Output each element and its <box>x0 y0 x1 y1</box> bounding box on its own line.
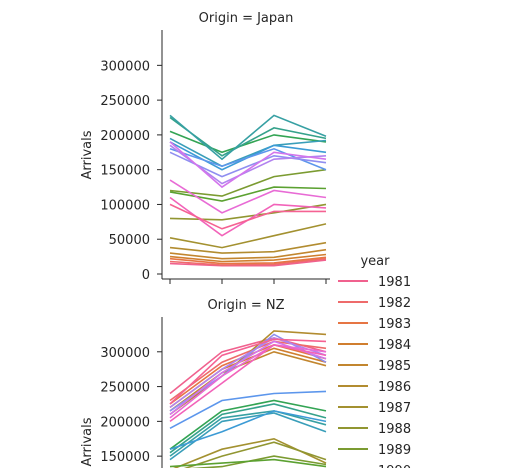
y-ticks-nz: 150000 200000 250000 300000 <box>100 346 162 465</box>
x-ticks-japan <box>169 279 327 284</box>
series-line-nz-s17 <box>169 337 327 409</box>
series-line-japan-1983 <box>169 256 327 265</box>
legend-label: 1986 <box>378 380 411 395</box>
panel-japan: Origin = Japan Arrivals 0 50000 100000 1500… <box>80 11 330 284</box>
series-line-nz-s14 <box>169 410 327 450</box>
legend-label: 1983 <box>378 317 411 332</box>
series-line-japan-1981 <box>169 259 327 267</box>
panel-title-japan: Origin = Japan <box>199 11 294 26</box>
series-lines-japan <box>169 114 327 267</box>
series-line-nz-s19 <box>169 343 327 419</box>
series-line-nz-1986 <box>169 330 327 416</box>
legend-title: year <box>360 254 390 269</box>
series-line-japan-1984 <box>169 253 327 263</box>
series-line-nz-s10 <box>169 399 327 450</box>
series-line-nz-1990 <box>169 458 327 468</box>
y-axis-label-nz: Arrivals <box>80 417 95 466</box>
y-tick-label: 150000 <box>100 164 150 179</box>
y-tick-label: 300000 <box>100 346 150 361</box>
series-line-japan-1982 <box>169 257 327 266</box>
y-tick-label: 200000 <box>100 415 150 430</box>
series-line-japan-s10 <box>169 130 327 154</box>
y-tick-label: 100000 <box>100 198 150 213</box>
series-line-nz-s15 <box>169 390 327 430</box>
y-tick-label: 250000 <box>100 94 150 109</box>
legend-label: 1981 <box>378 275 411 290</box>
series-line-japan-1987 <box>169 223 327 249</box>
series-line-japan-s12 <box>169 114 327 161</box>
series-line-nz-s11 <box>169 403 327 454</box>
legend-label: 1988 <box>378 422 411 437</box>
series-line-japan-1988 <box>169 203 327 221</box>
legend-label: 1985 <box>378 359 411 374</box>
series-line-nz-s21 <box>169 338 327 405</box>
legend-label: 1990 <box>378 464 411 468</box>
series-line-nz-s20 <box>169 343 327 423</box>
y-tick-label: 250000 <box>100 381 150 396</box>
legend-entries: 1981 1982 1983 1984 1985 1986 1987 1988 1989 1990 <box>338 275 411 468</box>
y-tick-label: 200000 <box>100 129 150 144</box>
series-line-japan-1986 <box>169 241 327 254</box>
y-tick-label: 50000 <box>109 233 150 248</box>
legend-label: 1982 <box>378 296 411 311</box>
series-line-japan-1985 <box>169 248 327 260</box>
legend-label: 1989 <box>378 443 411 458</box>
legend-label: 1984 <box>378 338 411 353</box>
panel-nz: Origin = NZ Arrivals 150000 200000 250000 3… <box>80 298 327 468</box>
legend: year 19811982198319841985198619871988198… <box>338 254 411 468</box>
series-line-nz-s12 <box>169 410 327 457</box>
series-line-nz-1982 <box>169 340 327 402</box>
series-lines-nz <box>169 330 327 468</box>
y-tick-label: 300000 <box>100 59 150 74</box>
series-line-japan-s21 <box>169 203 326 230</box>
series-line-japan-s19 <box>169 179 327 214</box>
series-line-japan-1989 <box>169 168 327 197</box>
series-line-japan-s13 <box>169 137 327 168</box>
series-line-nz-1981 <box>169 337 327 395</box>
series-line-nz-1985 <box>169 350 327 412</box>
y-tick-label: 0 <box>142 268 150 283</box>
y-axis-label-japan: Arrivals <box>80 130 95 179</box>
legend-label: 1987 <box>378 401 411 416</box>
y-tick-label: 150000 <box>100 450 150 465</box>
series-line-japan-s18 <box>169 141 327 189</box>
y-ticks-japan: 0 50000 100000 150000 200000 250000 300000 <box>100 59 162 283</box>
panel-title-nz: Origin = NZ <box>207 298 284 313</box>
